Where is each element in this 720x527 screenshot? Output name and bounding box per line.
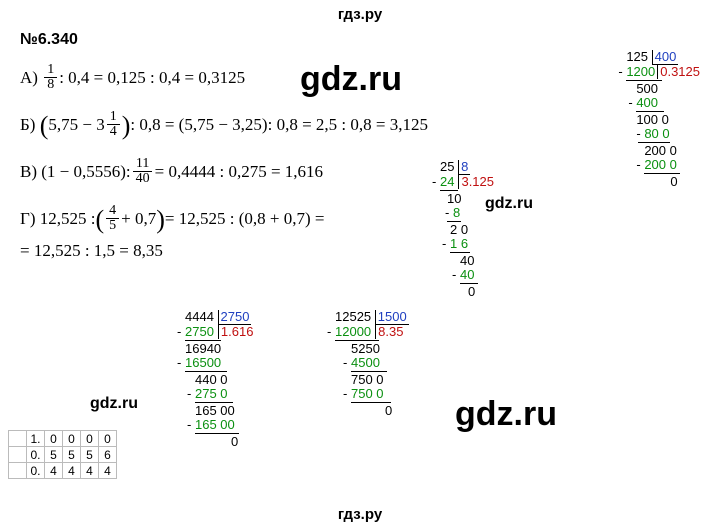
rest-c: = 0,4444 : 0,275 = 1,616 <box>155 162 323 182</box>
watermark-big-2: gdz.ru <box>455 395 557 434</box>
frac-num: 11 <box>133 157 152 172</box>
page-header: гдз.ру <box>0 0 720 29</box>
longdiv-3: 4444 2750-27501.61616940-16500440 0-275 … <box>185 310 255 449</box>
rest-a: : 0,4 = 0,125 : 0,4 = 0,3125 <box>59 68 245 88</box>
frac-num: 4 <box>106 204 119 219</box>
c-part1: (1 − 0,5556): <box>41 162 130 182</box>
frac-den: 8 <box>44 78 57 92</box>
longdiv-1: 125 400-12000.3125500-400100 0-80 0200 0… <box>626 50 702 189</box>
longdiv-4: 12525 1500-120008.355250-4500750 0-750 0… <box>335 310 409 418</box>
frac-den: 40 <box>133 172 153 186</box>
rest-d: = 12,525 : (0,8 + 0,7) = <box>165 209 325 229</box>
label-a: А) <box>20 68 38 88</box>
longdiv-2: 25 8-243.12510-82 0-1 640-400 <box>440 160 496 299</box>
page-footer: гдз.ру <box>0 506 720 523</box>
frac-den: 4 <box>107 125 120 139</box>
sub-cell: 6 <box>99 447 117 463</box>
frac-num: 1 <box>44 63 57 78</box>
sub-cell: 0. <box>27 447 45 463</box>
equation-d: Г) 12,525 : ( 4 5 + 0,7 ) = 12,525 : (0,… <box>20 204 720 233</box>
equation-b: Б) ( 5,75 − 3 1 4 ) : 0,8 = (5,75 − 3,25… <box>20 110 720 139</box>
sub-cell: 5 <box>81 447 99 463</box>
sub-cell: 4 <box>63 463 81 479</box>
sub-cell: 0. <box>27 463 45 479</box>
equation-a: А) 1 8 : 0,4 = 0,125 : 0,4 = 0,3125 <box>20 63 720 92</box>
sub-cell <box>9 463 27 479</box>
b-inside-left: 5,75 − 3 <box>48 115 104 135</box>
frac-num: 1 <box>107 110 120 125</box>
fraction-c: 11 40 <box>133 157 153 186</box>
frac-den: 5 <box>106 219 119 233</box>
fraction-a: 1 8 <box>44 63 57 92</box>
watermark-small-1: gdz.ru <box>90 395 138 413</box>
fraction-d: 4 5 <box>106 204 119 233</box>
d-part1: 12,525 : <box>40 209 96 229</box>
sub-cell: 5 <box>45 447 63 463</box>
d-line2: = 12,525 : 1,5 = 8,35 <box>20 241 163 261</box>
sub-cell: 1. <box>27 431 45 447</box>
sub-cell <box>9 431 27 447</box>
label-c: В) <box>20 162 37 182</box>
sub-cell: 0 <box>81 431 99 447</box>
sub-cell: 4 <box>99 463 117 479</box>
label-d: Г) <box>20 209 36 229</box>
label-b: Б) <box>20 115 35 135</box>
sub-cell <box>9 447 27 463</box>
mixed-frac-b: 1 4 <box>107 110 120 139</box>
sub-cell: 0 <box>45 431 63 447</box>
sub-cell: 0 <box>99 431 117 447</box>
d-part2: + 0,7 <box>121 209 156 229</box>
sub-table: 1.00000.55560.4444 <box>8 430 117 479</box>
sub-cell: 4 <box>81 463 99 479</box>
equation-d-line2: = 12,525 : 1,5 = 8,35 <box>20 241 720 261</box>
problem-number: №6.340 <box>20 31 720 49</box>
rest-b: : 0,8 = (5,75 − 3,25): 0,8 = 2,5 : 0,8 =… <box>130 115 428 135</box>
sub-cell: 5 <box>63 447 81 463</box>
sub-cell: 0 <box>63 431 81 447</box>
equation-c: В) (1 − 0,5556): 11 40 = 0,4444 : 0,275 … <box>20 157 720 186</box>
sub-cell: 4 <box>45 463 63 479</box>
